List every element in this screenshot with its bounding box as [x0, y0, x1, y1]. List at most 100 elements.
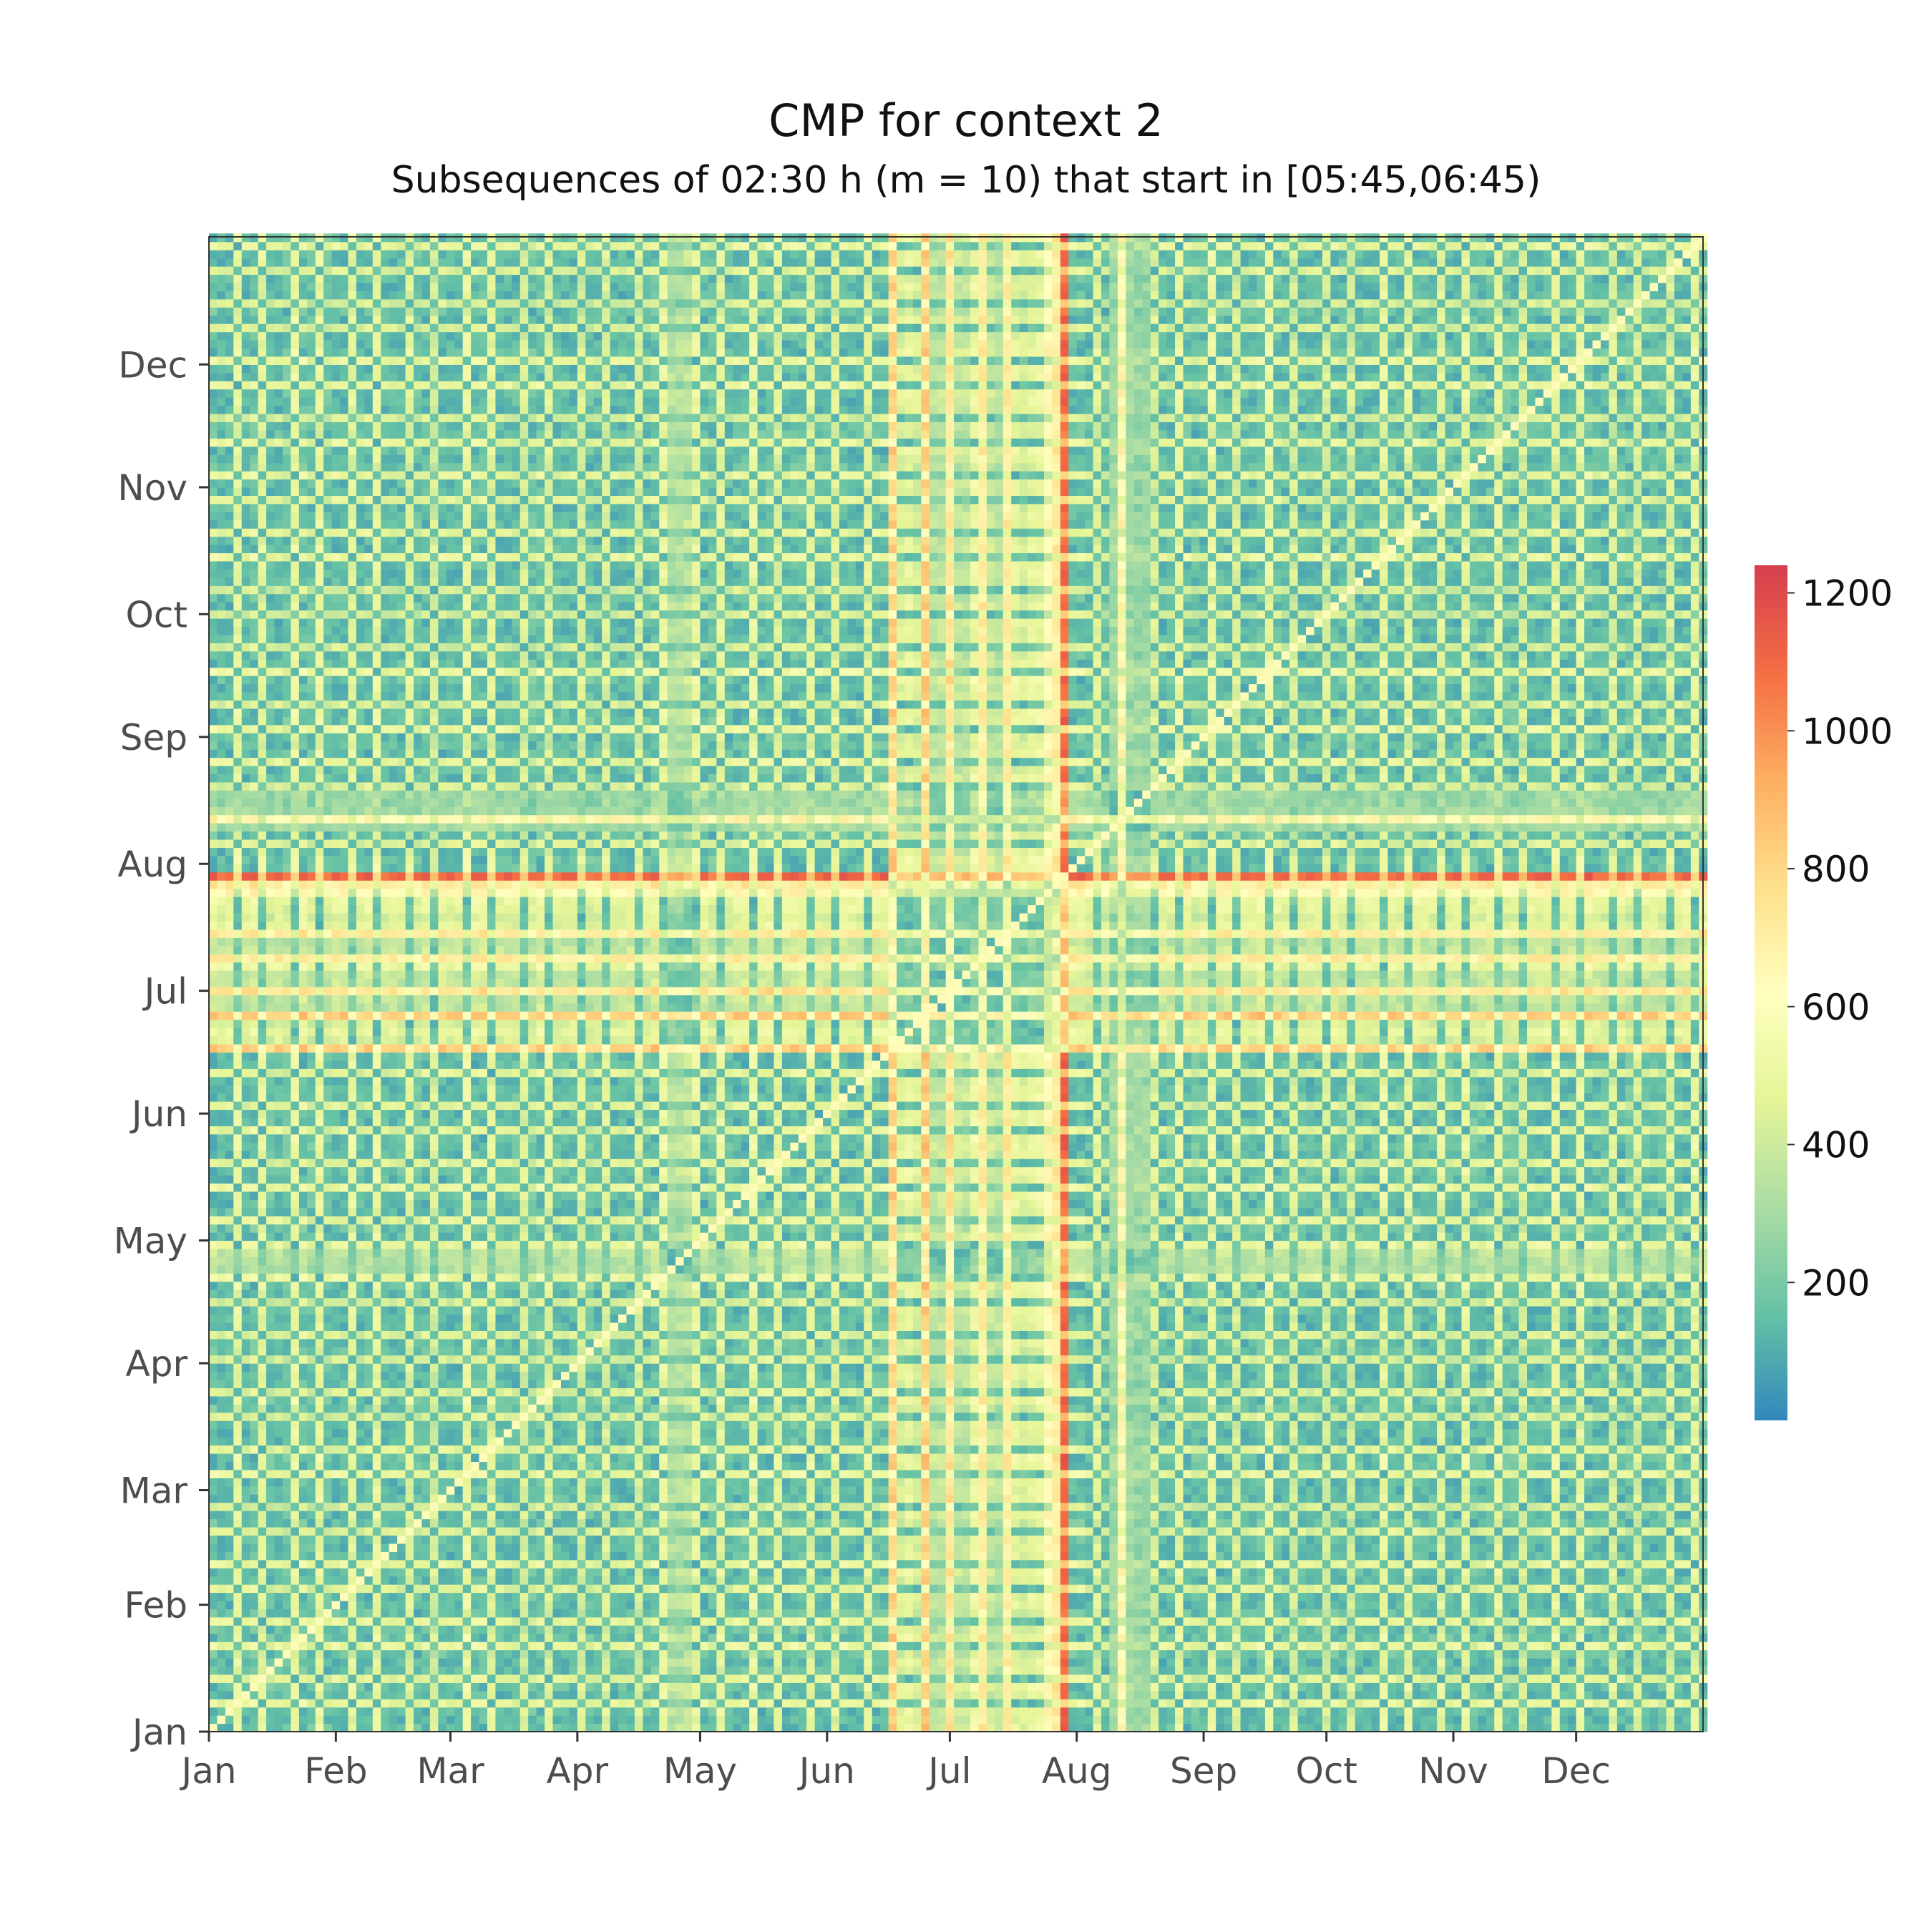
heatmap-cell: [225, 1306, 234, 1315]
heatmap-cell: [291, 995, 300, 1004]
heatmap-cell: [356, 675, 365, 685]
heatmap-cell: [381, 1526, 390, 1536]
heatmap-cell: [241, 1068, 250, 1078]
heatmap-cell: [233, 1690, 243, 1699]
heatmap-cell: [291, 790, 300, 799]
heatmap-cell: [397, 602, 406, 611]
heatmap-cell: [414, 1314, 423, 1323]
heatmap-cell: [405, 1633, 414, 1642]
heatmap-cell: [266, 569, 275, 578]
heatmap-cell: [233, 462, 243, 472]
heatmap-cell: [389, 1641, 398, 1651]
heatmap-cell: [429, 1666, 439, 1675]
heatmap-cell: [258, 733, 267, 742]
heatmap-cell: [225, 626, 234, 635]
heatmap-cell: [282, 1658, 292, 1667]
heatmap-cell: [291, 1658, 300, 1667]
heatmap-cell: [356, 1002, 365, 1012]
heatmap-cell: [291, 1584, 300, 1594]
heatmap-cell: [421, 643, 431, 652]
heatmap-cell: [372, 1658, 381, 1667]
heatmap-cell: [241, 1600, 250, 1609]
heatmap-cell: [274, 1485, 283, 1495]
heatmap-cell: [225, 1387, 234, 1397]
heatmap-cell: [274, 1535, 283, 1544]
heatmap-cell: [364, 610, 374, 619]
heatmap-cell: [250, 1600, 259, 1609]
heatmap-cell: [298, 438, 308, 447]
heatmap-cell: [258, 356, 267, 365]
heatmap-cell: [381, 1584, 390, 1594]
heatmap-cell: [348, 847, 357, 857]
heatmap-cell: [307, 1264, 316, 1274]
heatmap-cell: [298, 1052, 308, 1061]
heatmap-cell: [340, 364, 349, 374]
heatmap-cell: [241, 880, 250, 889]
heatmap-cell: [258, 1502, 267, 1511]
heatmap-cell: [291, 593, 300, 602]
heatmap-cell: [364, 741, 374, 750]
heatmap-cell: [315, 1387, 324, 1397]
heatmap-cell: [225, 1428, 234, 1438]
heatmap-cell: [233, 650, 243, 660]
heatmap-cell: [372, 798, 381, 807]
heatmap-cell: [282, 986, 292, 995]
heatmap-cell: [298, 1690, 308, 1699]
heatmap-cell: [291, 1453, 300, 1463]
heatmap-cell: [381, 250, 390, 259]
heatmap-cell: [340, 356, 349, 365]
heatmap-cell: [389, 847, 398, 857]
heatmap-cell: [331, 1371, 341, 1380]
heatmap-cell: [397, 364, 406, 374]
heatmap-cell: [389, 1371, 398, 1380]
heatmap-cell: [274, 446, 283, 455]
heatmap-cell: [241, 1453, 250, 1463]
heatmap-cell: [323, 1043, 333, 1053]
heatmap-cell: [381, 995, 390, 1004]
heatmap-cell: [364, 1625, 374, 1634]
heatmap-cell: [298, 602, 308, 611]
heatmap-cell: [233, 774, 243, 783]
heatmap-cell: [405, 1437, 414, 1446]
heatmap-cell: [291, 650, 300, 660]
heatmap-cell: [364, 1028, 374, 1037]
heatmap-cell: [414, 1002, 423, 1012]
heatmap-cell: [241, 298, 250, 308]
heatmap-cell: [307, 872, 316, 881]
heatmap-cell: [429, 1395, 439, 1405]
heatmap-cell: [323, 446, 333, 455]
heatmap-cell: [340, 1690, 349, 1699]
heatmap-cell: [323, 233, 333, 243]
heatmap-cell: [364, 798, 374, 807]
heatmap-cell: [250, 1690, 259, 1699]
heatmap-cell: [250, 847, 259, 857]
heatmap-cell: [389, 872, 398, 881]
heatmap-cell: [217, 847, 226, 857]
heatmap-cell: [266, 970, 275, 980]
heatmap-cell: [331, 241, 341, 250]
heatmap-cell: [381, 970, 390, 980]
heatmap-cell: [397, 1207, 406, 1216]
heatmap-cell: [217, 1043, 226, 1053]
heatmap-cell: [274, 1666, 283, 1675]
heatmap-cell: [225, 954, 234, 963]
heatmap-cell: [258, 1395, 267, 1405]
heatmap-cell: [381, 241, 390, 250]
heatmap-cell: [331, 643, 341, 652]
heatmap-cell: [323, 495, 333, 504]
heatmap-cell: [225, 880, 234, 889]
heatmap-cell: [348, 814, 357, 824]
heatmap-cell: [282, 1437, 292, 1446]
heatmap-cell: [266, 814, 275, 824]
heatmap-cell: [405, 1338, 414, 1347]
heatmap-cell: [421, 781, 431, 791]
heatmap-cell: [291, 241, 300, 250]
heatmap-cell: [315, 1461, 324, 1470]
heatmap-cell: [298, 667, 308, 676]
heatmap-cell: [405, 552, 414, 562]
heatmap-cell: [315, 1306, 324, 1315]
heatmap-cell: [250, 1224, 259, 1233]
heatmap-cell: [389, 716, 398, 726]
heatmap-cell: [250, 340, 259, 349]
heatmap-cell: [233, 585, 243, 595]
